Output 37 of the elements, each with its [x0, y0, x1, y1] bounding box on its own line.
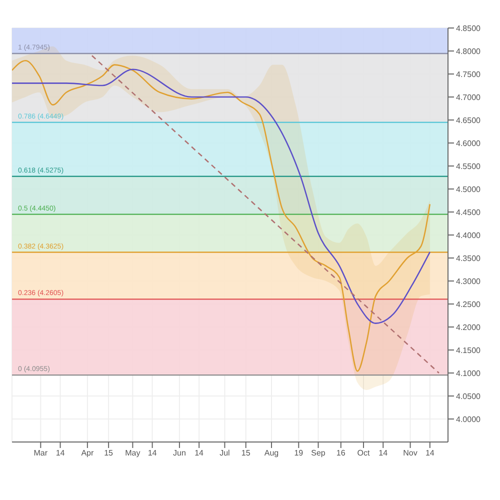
x-tick-label: May: [125, 448, 140, 458]
y-tick-label: 4.5000: [456, 184, 482, 194]
x-tick-label: 14: [194, 448, 204, 458]
x-tick-label: 15: [104, 448, 114, 458]
y-tick-label: 4.1500: [456, 346, 482, 355]
y-tick-label: 4.5500: [456, 162, 482, 171]
line-series: [12, 68, 431, 324]
y-tick-label: 4.7000: [456, 92, 482, 102]
x-tick-label: Sep: [311, 448, 326, 458]
x-tick-label: Nov: [403, 448, 418, 458]
x-tick-label: 15: [241, 448, 251, 458]
y-tick-label: 4.6500: [456, 116, 482, 125]
x-tick-label: Jul: [220, 448, 230, 458]
y-tick-label: 4.1000: [456, 368, 482, 378]
x-tick-label: 16: [336, 448, 346, 458]
y-tick-label: 4.7500: [456, 70, 482, 79]
x-tick-label: Jun: [173, 448, 186, 458]
y-tick-label: 4.4000: [456, 230, 482, 240]
x-tick-label: Apr: [81, 448, 94, 458]
y-tick-label: 4.2500: [456, 300, 482, 309]
x-tick-label: 19: [294, 448, 304, 458]
y-tick-label: 4.0000: [456, 414, 482, 424]
x-tick-label: 14: [378, 448, 388, 458]
y-tick-label: 4.6000: [456, 138, 482, 148]
x-tick-label: 14: [56, 448, 66, 458]
x-tick-label: 14: [148, 448, 158, 458]
y-tick-label: 4.4500: [456, 208, 482, 217]
x-tick-label: Oct: [357, 448, 371, 458]
x-tick-label: Mar: [34, 448, 48, 458]
y-tick-label: 4.3000: [456, 276, 482, 286]
y-tick-label: 4.3500: [456, 254, 482, 263]
y-tick-label: 4.2000: [456, 322, 482, 332]
x-tick-label: Aug: [264, 448, 279, 458]
y-tick-label: 4.0500: [456, 392, 482, 401]
y-tick-label: 4.8000: [456, 46, 482, 56]
y-tick-label: 4.8500: [456, 24, 482, 33]
x-tick-label: 14: [425, 448, 435, 458]
